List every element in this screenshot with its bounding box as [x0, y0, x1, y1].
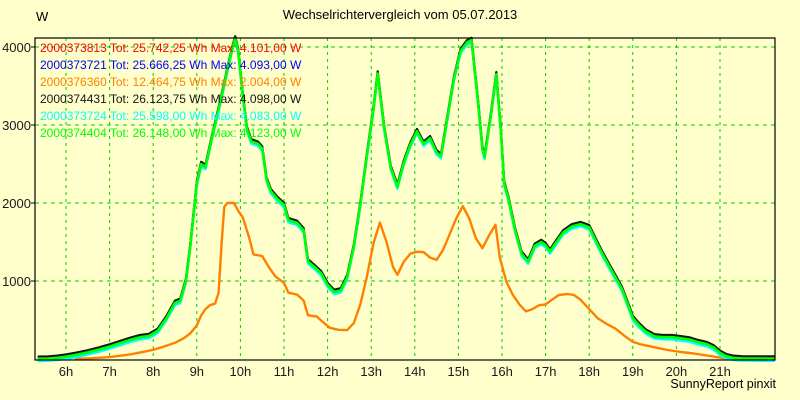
legend-row-2000374431: 2000374431 Tot: 26.123,75 Wh Max: 4.098,… — [40, 92, 302, 106]
series-line-2000374404 — [37, 37, 775, 361]
legend-row-2000373721: 2000373721 Tot: 25.666,25 Wh Max: 4.093,… — [40, 58, 302, 72]
x-axis-tick-label: 6h — [58, 364, 74, 379]
legend-row-2000373813: 2000373813 Tot: 25.742,25 Wh Max: 4.101,… — [40, 41, 302, 55]
x-axis-tick-label: 9h — [189, 364, 205, 379]
series-line-2000376360 — [74, 201, 775, 361]
x-axis-tick-label: 16h — [491, 364, 513, 379]
legend-row-2000373724: 2000373724 Tot: 25.598,00 Wh Max: 4.083,… — [40, 109, 302, 123]
x-axis-tick-label: 10h — [229, 364, 252, 379]
y-axis-tick-label: 1000 — [2, 274, 31, 289]
x-axis-tick-label: 21h — [709, 364, 731, 379]
y-axis-unit-label: W — [36, 9, 49, 24]
x-axis-tick-label: 11h — [273, 364, 295, 379]
y-axis-tick-label: 2000 — [2, 196, 31, 211]
x-axis-tick-label: 19h — [621, 364, 644, 379]
x-axis-tick-label: 15h — [447, 364, 470, 379]
x-axis-tick-label: 8h — [145, 364, 161, 379]
x-axis-tick-label: 17h — [534, 364, 557, 379]
plot-border — [34, 37, 776, 361]
legend-row-2000374404: 2000374404 Tot: 26.148,00 Wh Max: 4.123,… — [40, 126, 302, 140]
x-axis-tick-label: 14h — [403, 364, 426, 379]
x-axis-tick-label: 12h — [316, 364, 339, 379]
x-axis-tick-label: 18h — [578, 364, 601, 379]
chart-title: Wechselrichtervergleich vom 05.07.2013 — [282, 7, 518, 22]
y-axis-tick-label: 4000 — [2, 40, 31, 55]
watermark-sunnyreport: SunnyReport pinxit — [670, 377, 776, 391]
x-axis-tick-label: 13h — [360, 364, 383, 379]
legend-row-2000376360: 2000376360 Tot: 12.464,75 Wh Max: 2.004,… — [40, 75, 302, 89]
x-axis-tick-label: 20h — [665, 364, 688, 379]
y-axis-tick-label: 3000 — [2, 118, 31, 133]
x-axis-tick-label: 7h — [102, 364, 117, 379]
legend: 2000373813 Tot: 25.742,25 Wh Max: 4.101,… — [40, 40, 301, 142]
